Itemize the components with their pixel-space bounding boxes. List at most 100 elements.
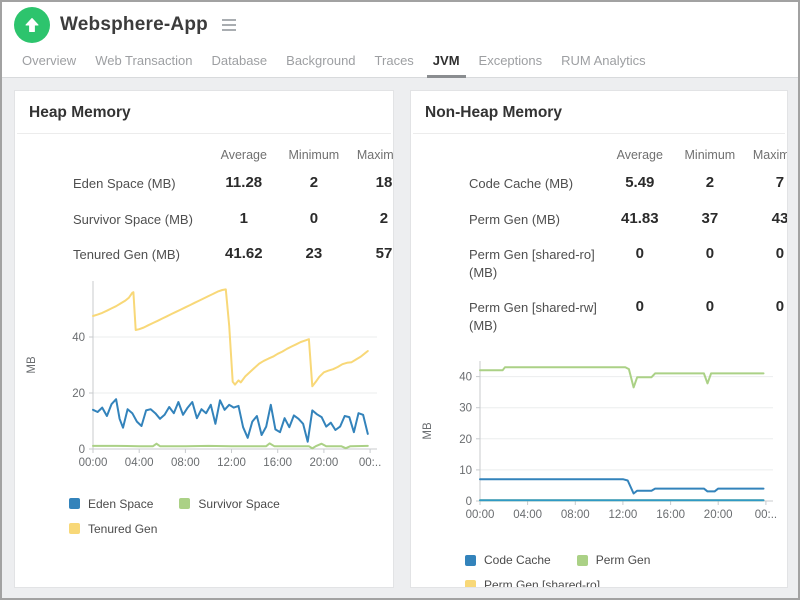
svg-text:40: 40 bbox=[72, 332, 85, 344]
row-average: 0 bbox=[635, 245, 644, 263]
legend-item-code-cache[interactable]: Code Cache bbox=[465, 553, 551, 567]
table-header-row: Average Minimum Maximum bbox=[15, 142, 394, 166]
table-row: Code Cache (MB) 5.49 2 7 bbox=[411, 166, 787, 202]
svg-text:20:00: 20:00 bbox=[704, 509, 733, 521]
table-row: Tenured Gen (MB) 41.62 23 57 bbox=[15, 237, 393, 273]
row-minimum: 0 bbox=[309, 209, 319, 227]
table-row: Perm Gen (MB) 41.83 37 43 bbox=[411, 202, 788, 238]
non-heap-memory-panel: Non-Heap Memory Average Minimum Maximum … bbox=[410, 90, 788, 588]
tab-exceptions[interactable]: Exceptions bbox=[478, 53, 543, 68]
svg-text:16:00: 16:00 bbox=[656, 509, 685, 521]
table-row: Perm Gen [shared-ro] (MB) 0 0 0 bbox=[411, 237, 787, 290]
app-title: Websphere-App bbox=[60, 14, 208, 35]
row-label: Perm Gen (MB) bbox=[469, 211, 561, 227]
row-maximum: 57 bbox=[375, 245, 393, 263]
tab-database[interactable]: Database bbox=[211, 53, 268, 68]
svg-text:08:00: 08:00 bbox=[561, 509, 590, 521]
row-minimum: 0 bbox=[705, 298, 715, 316]
row-average: 0 bbox=[635, 298, 644, 316]
legend-label: Tenured Gen bbox=[88, 521, 158, 536]
legend-item-tenured-gen[interactable]: Tenured Gen bbox=[69, 522, 157, 536]
tab-web-transaction[interactable]: Web Transaction bbox=[95, 53, 193, 68]
svg-text:30: 30 bbox=[459, 403, 472, 415]
perm-gen-shared-ro-swatch bbox=[465, 579, 476, 587]
tab-jvm[interactable]: JVM bbox=[426, 53, 466, 78]
svg-text:08:00: 08:00 bbox=[171, 457, 200, 469]
svg-text:00:00: 00:00 bbox=[79, 457, 108, 469]
up-arrow-glyph bbox=[25, 18, 39, 32]
legend-label: Eden Space bbox=[88, 496, 154, 511]
column-minimum: Minimum bbox=[288, 148, 340, 162]
row-minimum: 2 bbox=[705, 174, 715, 191]
svg-text:04:00: 04:00 bbox=[513, 509, 542, 521]
survivor-space-swatch bbox=[179, 498, 191, 510]
row-average: 5.49 bbox=[625, 174, 655, 191]
row-average: 1 bbox=[239, 209, 248, 227]
column-maximum: Maximum bbox=[356, 148, 394, 162]
divider bbox=[17, 133, 391, 134]
legend-item-eden-space[interactable]: Eden Space bbox=[69, 497, 153, 511]
tab-traces[interactable]: Traces bbox=[374, 53, 414, 68]
status-up-icon bbox=[14, 7, 50, 43]
dashboard-content: Heap Memory Average Minimum Maximum Eden… bbox=[2, 78, 798, 598]
legend-label: Survivor Space bbox=[198, 496, 280, 511]
row-maximum: 0 bbox=[775, 245, 785, 263]
legend-label: Code Cache bbox=[484, 553, 551, 568]
hamburger-menu-icon[interactable] bbox=[218, 15, 240, 35]
code-cache-swatch bbox=[465, 554, 476, 566]
row-minimum: 2 bbox=[309, 174, 319, 191]
svg-text:12:00: 12:00 bbox=[217, 457, 246, 469]
row-label: Code Cache (MB) bbox=[469, 176, 574, 191]
table-row: Perm Gen [shared-rw] (MB) 0 0 0 bbox=[411, 290, 787, 343]
non-heap-chart-legend: Code Cache Perm Gen Perm Gen [shared-ro]… bbox=[465, 553, 765, 588]
row-label: Survivor Space (MB) bbox=[73, 211, 193, 227]
row-maximum: 43 bbox=[771, 209, 788, 227]
heap-panel-title: Heap Memory bbox=[29, 104, 131, 121]
non-heap-stats-table: Average Minimum Maximum Code Cache (MB) … bbox=[411, 142, 788, 343]
perm-gen-swatch bbox=[576, 554, 588, 566]
table-header-row: Average Minimum Maximum bbox=[411, 142, 787, 166]
non-heap-memory-chart[interactable]: 0 10 20 30 40 00:00 04:00 08:00 12:00 16:00 20:00 0… bbox=[415, 353, 787, 531]
legend-item-perm-gen-shared-ro[interactable]: Perm Gen [shared-ro] bbox=[465, 578, 601, 588]
row-maximum: 0 bbox=[775, 298, 785, 316]
row-minimum: 0 bbox=[705, 245, 715, 263]
row-label: Tenured Gen (MB) bbox=[73, 247, 180, 263]
row-label: Perm Gen [shared-rw] (MB) bbox=[469, 300, 597, 333]
column-average: Average bbox=[220, 148, 267, 162]
legend-item-survivor-space[interactable]: Survivor Space bbox=[179, 496, 280, 511]
legend-item-perm-gen[interactable]: Perm Gen bbox=[576, 553, 651, 568]
row-maximum: 18 bbox=[375, 174, 393, 191]
row-average: 41.62 bbox=[225, 245, 263, 263]
column-minimum: Minimum bbox=[684, 148, 736, 162]
table-row: Eden Space (MB) 11.28 2 18 bbox=[15, 166, 393, 202]
tab-background[interactable]: Background bbox=[286, 53, 356, 68]
tab-bar: Overview Web Transaction Database Backgr… bbox=[2, 48, 798, 78]
svg-text:00:..: 00:.. bbox=[755, 509, 777, 521]
svg-text:10: 10 bbox=[459, 465, 472, 477]
legend-label: Perm Gen bbox=[595, 553, 651, 568]
heap-memory-chart[interactable]: 0 20 40 00:00 04:00 08:00 12:00 16:00 20:00 00:..… bbox=[19, 273, 391, 479]
row-label: Eden Space (MB) bbox=[73, 176, 176, 191]
eden-space-swatch bbox=[69, 498, 80, 510]
column-maximum: Maximum bbox=[752, 148, 787, 162]
legend-label: Perm Gen [shared-ro] bbox=[484, 578, 601, 588]
divider bbox=[413, 133, 785, 134]
svg-text:12:00: 12:00 bbox=[609, 509, 638, 521]
svg-text:20:00: 20:00 bbox=[310, 457, 339, 469]
row-average: 41.83 bbox=[621, 209, 659, 227]
svg-text:0: 0 bbox=[466, 496, 472, 508]
row-maximum: 2 bbox=[379, 209, 389, 227]
svg-text:40: 40 bbox=[459, 372, 472, 384]
row-maximum: 7 bbox=[775, 174, 785, 191]
tab-rum-analytics[interactable]: RUM Analytics bbox=[561, 53, 646, 68]
svg-text:MB: MB bbox=[26, 356, 38, 374]
svg-text:20: 20 bbox=[72, 388, 85, 400]
row-minimum: 23 bbox=[305, 245, 323, 263]
tab-overview[interactable]: Overview bbox=[22, 53, 77, 68]
column-average: Average bbox=[616, 148, 663, 162]
row-average: 11.28 bbox=[225, 174, 263, 191]
svg-text:0: 0 bbox=[79, 444, 85, 456]
svg-text:MB: MB bbox=[422, 422, 434, 440]
row-label: Perm Gen [shared-ro] (MB) bbox=[469, 247, 595, 280]
